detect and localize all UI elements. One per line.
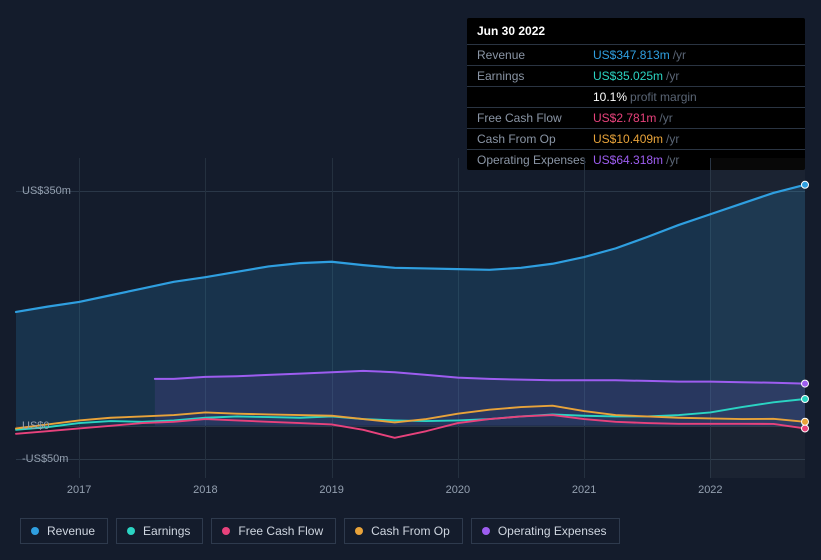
legend-item-revenue[interactable]: Revenue [20,518,108,544]
y-axis-label: US$0 [22,420,24,432]
x-axis-label: 2018 [193,484,217,496]
legend-item-earnings[interactable]: Earnings [116,518,203,544]
tooltip-row: Free Cash FlowUS$2.781m/yr [467,107,805,128]
tooltip-row: Cash From OpUS$10.409m/yr [467,128,805,149]
tooltip-suffix: /yr [659,111,672,125]
legend-label: Cash From Op [371,524,450,538]
legend-item-free-cash-flow[interactable]: Free Cash Flow [211,518,336,544]
x-axis-label: 2021 [572,484,596,496]
tooltip-label: Cash From Op [477,132,593,146]
legend-label: Free Cash Flow [238,524,323,538]
y-axis-label: US$350m [22,185,24,197]
x-axis-label: 2019 [319,484,343,496]
chart-plot [16,158,805,478]
tooltip-suffix: /yr [666,132,679,146]
tooltip-row: EarningsUS$35.025m/yr [467,65,805,86]
legend-swatch [355,527,363,535]
tooltip-label: Free Cash Flow [477,111,593,125]
tooltip-label: Revenue [477,48,593,62]
x-axis-label: 2017 [67,484,91,496]
y-axis-label: -US$50m [22,453,24,465]
tooltip-value: US$35.025m [593,69,663,83]
legend-swatch [31,527,39,535]
chart-legend: Revenue Earnings Free Cash Flow Cash From O… [20,518,620,544]
legend-label: Revenue [47,524,95,538]
tooltip-suffix: profit margin [630,90,697,104]
legend-swatch [482,527,490,535]
tooltip-suffix: /yr [673,48,686,62]
tooltip-date: Jun 30 2022 [467,18,805,44]
x-axis-label: 2022 [698,484,722,496]
tooltip-value: US$10.409m [593,132,663,146]
tooltip-label [477,90,593,104]
tooltip-row: 10.1%profit margin [467,86,805,107]
legend-label: Operating Expenses [498,524,607,538]
tooltip-label: Earnings [477,69,593,83]
tooltip-suffix: /yr [666,69,679,83]
tooltip-value: US$347.813m [593,48,670,62]
tooltip-row: RevenueUS$347.813m/yr [467,44,805,65]
legend-swatch [222,527,230,535]
legend-label: Earnings [143,524,190,538]
legend-item-cash-from-op[interactable]: Cash From Op [344,518,463,544]
financials-chart[interactable]: -US$50mUS$0US$350m 201720182019202020212… [16,158,805,478]
x-axis-label: 2020 [446,484,470,496]
legend-swatch [127,527,135,535]
legend-item-operating-expenses[interactable]: Operating Expenses [471,518,620,544]
chart-tooltip: Jun 30 2022 RevenueUS$347.813m/yrEarning… [467,18,805,170]
tooltip-value: US$2.781m [593,111,656,125]
tooltip-value: 10.1% [593,90,627,104]
